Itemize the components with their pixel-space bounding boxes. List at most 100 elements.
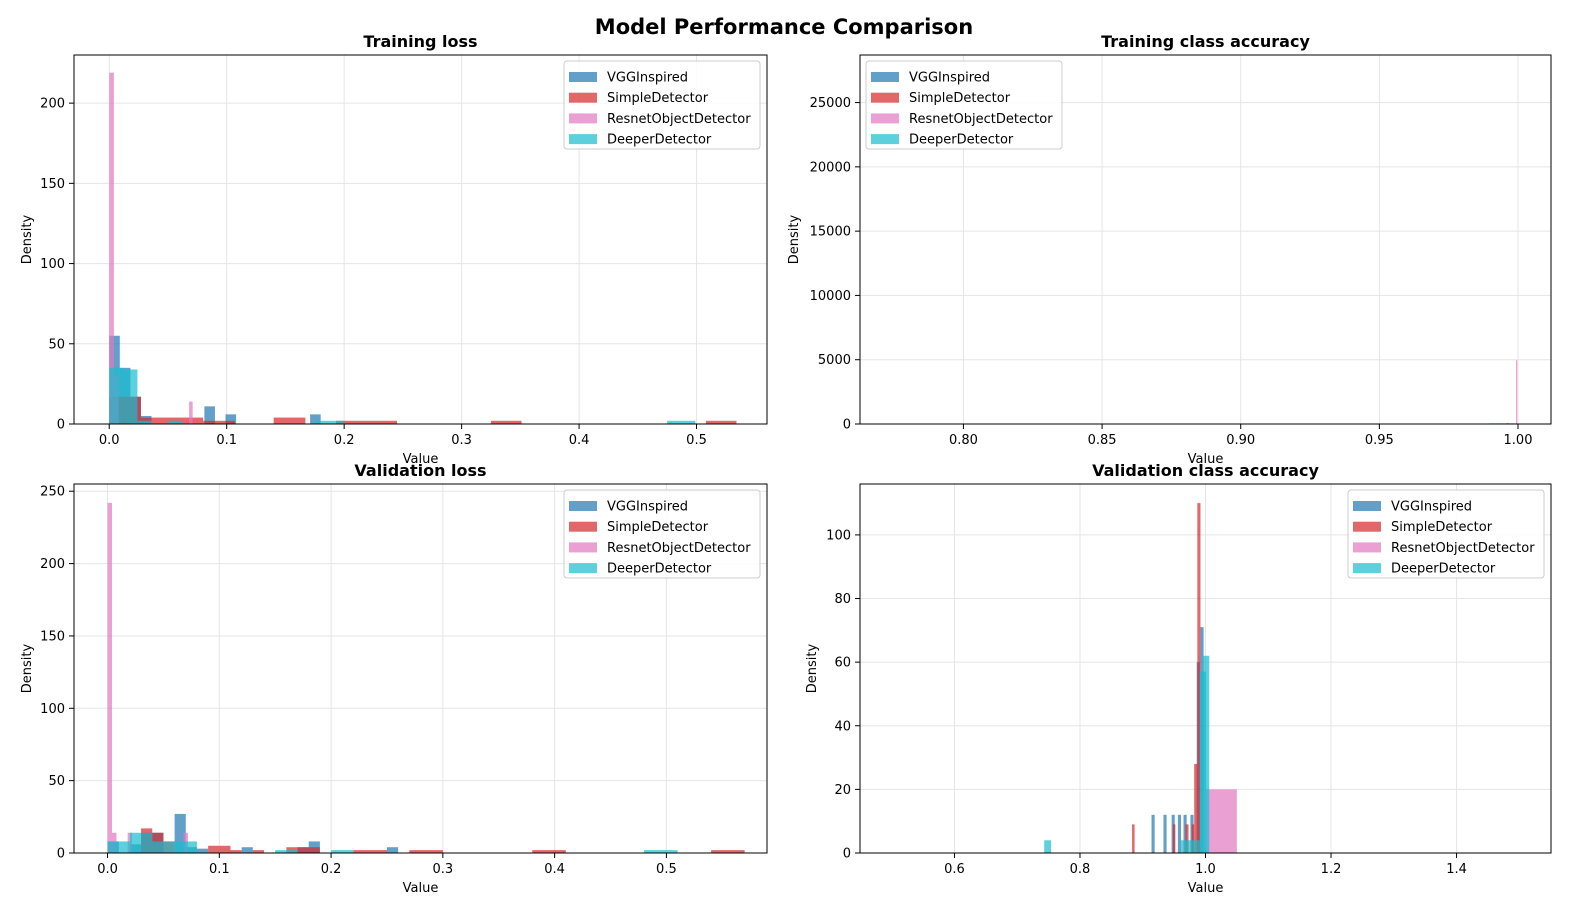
bar-vgginspired	[204, 406, 215, 424]
bar-deeperdetector	[129, 832, 153, 853]
bar-simpledetector	[711, 850, 745, 853]
y-tick-label: 60	[834, 656, 851, 671]
panel-title: Validation class accuracy	[1092, 461, 1319, 480]
legend-label-vgginspired: VGGInspired	[909, 71, 990, 86]
panel-validation-class-accuracy: 0.6 0.8 1.0 1.2 1.4 0 20 40 60 80 100 Validation cl…	[805, 461, 1552, 896]
y-tick-label: 20	[834, 783, 851, 798]
bar-simpledetector	[140, 417, 172, 424]
bar-simpledetector	[705, 420, 737, 424]
bar-deeperdetector	[107, 841, 130, 853]
bar-simpledetector	[1172, 824, 1176, 853]
y-tick-label: 100	[826, 528, 851, 543]
legend-label-deeperdetector: DeeperDetector	[607, 133, 712, 148]
legend-label-vgginspired: VGGInspired	[1391, 500, 1472, 515]
bar-simpledetector	[532, 850, 566, 853]
panel-training-loss: 0.0 0.1 0.2 0.3 0.4 0.5 0 50 100 150 200 Training l…	[20, 32, 768, 467]
legend-swatch-simpledetector	[569, 521, 597, 532]
x-tick-label: 0.2	[334, 433, 355, 448]
bar-vgginspired	[1163, 814, 1167, 853]
x-tick-label: 0.2	[321, 862, 342, 877]
legend-label-vgginspired: VGGInspired	[607, 71, 688, 86]
legend-swatch-deeperdetector	[1353, 563, 1381, 574]
bar-simpledetector	[171, 417, 204, 424]
legend-swatch-vgginspired	[871, 72, 899, 82]
bar-resnetobjectdetector	[1205, 789, 1237, 853]
bar-vgginspired	[174, 813, 186, 853]
x-tick-label: 1.4	[1446, 862, 1467, 877]
x-tick-label: 0.0	[99, 433, 120, 448]
bar-resnetobjectdetector	[1516, 360, 1518, 424]
bar-deeperdetector	[331, 850, 354, 853]
y-tick-label: 50	[48, 774, 65, 789]
bar-vgginspired	[1177, 814, 1182, 853]
suptitle: Model Performance Comparison	[595, 15, 973, 39]
y-tick-label: 0	[57, 847, 65, 862]
legend-box	[865, 60, 1063, 150]
legend-label-resnetobjectdetector: ResnetObjectDetector	[1391, 541, 1535, 556]
legend-label-simpledetector: SimpleDetector	[607, 91, 709, 106]
x-tick-label: 0.0	[97, 862, 118, 877]
legend-box	[1347, 489, 1545, 579]
y-tick-label: 50	[48, 337, 65, 352]
bar-simpledetector	[1194, 763, 1198, 853]
bar-deeperdetector	[123, 369, 138, 424]
bar-simpledetector	[1132, 824, 1135, 853]
panel-training-class-accuracy: 0.80 0.85 0.90 0.95 1.00 0 5000 10000 15000 20000…	[787, 32, 1552, 467]
x-tick-label: 0.8	[1070, 862, 1091, 877]
y-tick-label: 200	[40, 557, 65, 572]
legend-label-resnetobjectdetector: ResnetObjectDetector	[607, 112, 751, 127]
x-tick-label: 0.95	[1365, 433, 1394, 448]
legend-box	[563, 60, 761, 150]
x-tick-label: 0.90	[1226, 433, 1255, 448]
bar-vgginspired	[196, 848, 209, 853]
x-axis-label: Value	[1188, 452, 1224, 467]
bar-simpledetector	[286, 847, 320, 853]
y-tick-label: 150	[40, 177, 65, 192]
bar-vgginspired	[1151, 814, 1155, 853]
legend-swatch-simpledetector	[569, 92, 597, 103]
bar-deeperdetector	[137, 420, 152, 424]
bar-deeperdetector	[174, 841, 197, 853]
x-tick-label: 0.4	[544, 862, 565, 877]
y-axis-label: Density	[20, 214, 35, 264]
bar-simpledetector	[273, 417, 306, 424]
y-tick-label: 200	[40, 97, 65, 112]
legend-swatch-resnetobjectdetector	[569, 542, 597, 553]
bar-simpledetector	[208, 845, 220, 853]
y-tick-label: 0	[843, 418, 851, 433]
legend-label-deeperdetector: DeeperDetector	[909, 133, 1014, 148]
y-axis-label: Density	[787, 214, 802, 264]
bar-vgginspired	[241, 847, 253, 853]
axes-frame	[73, 54, 768, 425]
bar-vgginspired	[225, 414, 237, 424]
legend-swatch-vgginspired	[569, 501, 597, 511]
y-tick-label: 100	[40, 257, 65, 272]
legend: VGGInspired SimpleDetector ResnetObjectDet…	[1347, 489, 1545, 579]
x-axis-label: Value	[403, 452, 439, 467]
x-tick-label: 1.0	[1195, 862, 1216, 877]
bar-deeperdetector	[1187, 840, 1194, 853]
bar-deeperdetector	[1044, 840, 1052, 853]
panel-title: Training loss	[363, 32, 477, 51]
bar-resnetobjectdetector	[107, 502, 113, 853]
y-tick-label: 40	[834, 719, 851, 734]
bar-simpledetector	[203, 420, 235, 424]
bar-simpledetector	[1191, 824, 1195, 853]
legend-swatch-resnetobjectdetector	[1353, 542, 1381, 553]
y-axis-label: Density	[805, 643, 820, 693]
y-tick-label: 80	[834, 592, 851, 607]
x-tick-label: 0.5	[656, 862, 677, 877]
legend-label-resnetobjectdetector: ResnetObjectDetector	[607, 541, 751, 556]
bar-simpledetector	[1185, 824, 1189, 853]
bar-deeperdetector	[667, 420, 696, 424]
legend-swatch-deeperdetector	[569, 563, 597, 574]
x-tick-label: 0.3	[451, 433, 472, 448]
bar-deeperdetector	[1202, 655, 1210, 853]
legend-swatch-resnetobjectdetector	[871, 113, 899, 124]
legend-swatch-simpledetector	[871, 92, 899, 103]
axes-frame	[73, 483, 768, 854]
y-tick-label: 0	[57, 418, 65, 433]
legend-label-simpledetector: SimpleDetector	[1391, 520, 1493, 535]
bar-simpledetector	[409, 850, 443, 853]
